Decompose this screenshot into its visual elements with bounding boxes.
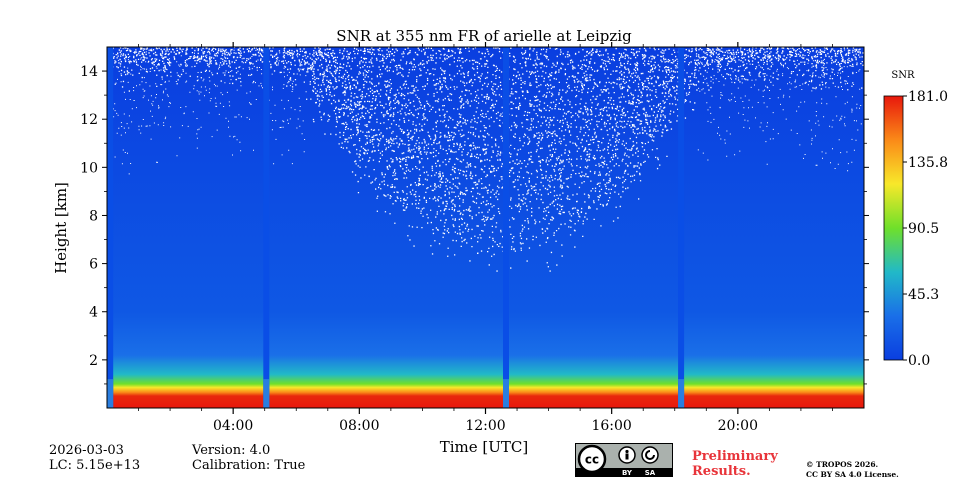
colorbar-tick-label-0: 0.0 xyxy=(908,353,930,369)
data-gap-base-2 xyxy=(503,379,509,408)
heatmap-profile xyxy=(107,47,864,408)
y-tick-label-1: 4 xyxy=(89,305,98,321)
data-gap-base-1 xyxy=(263,379,270,408)
y-tick-label-3: 8 xyxy=(89,208,98,224)
footer-meta-right: Version: 4.0 Calibration: True xyxy=(192,443,305,473)
footer-version: Version: 4.0 xyxy=(192,443,271,458)
x-tick-label-3: 16:00 xyxy=(591,418,631,434)
noise-speckle-path xyxy=(107,47,864,272)
copyright-notice: © TROPOS 2026. CC BY SA 4.0 License. xyxy=(806,460,899,480)
copyright-line1: © TROPOS 2026. xyxy=(806,460,879,469)
x-axis-label: Time [UTC] xyxy=(440,438,529,456)
prelim-line2: Results. xyxy=(692,464,751,479)
y-tick-label-2: 6 xyxy=(89,257,98,273)
data-gap-1 xyxy=(263,47,270,408)
y-tick-label-6: 14 xyxy=(80,64,98,80)
y-axis-ticks: 2 4 6 8 10 12 14 xyxy=(80,64,869,385)
footer-date: 2026-03-03 xyxy=(49,443,124,458)
x-tick-label-2: 12:00 xyxy=(465,418,505,434)
data-gap-base-0 xyxy=(107,379,114,408)
chart-title: SNR at 355 nm FR of arielle at Leipzig xyxy=(336,27,632,45)
footer-calibration: Calibration: True xyxy=(192,458,306,473)
noise-speckles xyxy=(107,47,864,272)
data-gaps xyxy=(107,47,685,408)
data-gap-0 xyxy=(107,47,114,408)
y-axis-label: Height [km] xyxy=(52,182,70,274)
data-gap-base-3 xyxy=(678,379,685,408)
colorbar-tick-label-2: 90.5 xyxy=(908,221,939,237)
by-label: BY xyxy=(622,469,633,477)
heatmap-area xyxy=(107,47,864,408)
preliminary-notice: Preliminary Results. xyxy=(692,449,778,479)
y-tick-label-0: 2 xyxy=(89,353,98,369)
footer-lc: LC: 5.15e+13 xyxy=(49,458,141,473)
colorbar-tick-label-3: 135.8 xyxy=(908,155,948,171)
sa-label: SA xyxy=(645,469,656,477)
x-axis-ticks: 04:00 08:00 12:00 16:00 20:00 xyxy=(138,42,833,434)
y-tick-label-4: 10 xyxy=(80,160,98,176)
colorbar-ticks: 0.0 45.3 90.5 135.8 181.0 xyxy=(903,89,948,369)
cc-license-badge: cc BY SA xyxy=(575,443,673,477)
x-tick-label-1: 08:00 xyxy=(339,418,379,434)
sa-icon xyxy=(641,446,659,464)
colorbar-label: SNR xyxy=(891,70,915,81)
x-tick-label-4: 20:00 xyxy=(718,418,758,434)
data-gap-3 xyxy=(678,47,685,408)
copyright-line2: CC BY SA 4.0 License. xyxy=(806,470,899,479)
data-gap-2 xyxy=(503,47,509,408)
cc-icon-text: cc xyxy=(585,453,599,467)
colorbar-tick-label-4: 181.0 xyxy=(908,89,948,105)
colorbar-tick-label-1: 45.3 xyxy=(908,287,939,303)
colorbar: SNR 0.0 45.3 90.5 135.8 181.0 xyxy=(883,70,948,369)
footer-meta-left: 2026-03-03 LC: 5.15e+13 xyxy=(49,443,140,473)
colorbar-scale xyxy=(883,95,904,361)
x-tick-label-0: 04:00 xyxy=(213,418,253,434)
y-tick-label-5: 12 xyxy=(80,112,98,128)
cc-icon xyxy=(577,444,607,474)
prelim-line1: Preliminary xyxy=(692,449,778,464)
